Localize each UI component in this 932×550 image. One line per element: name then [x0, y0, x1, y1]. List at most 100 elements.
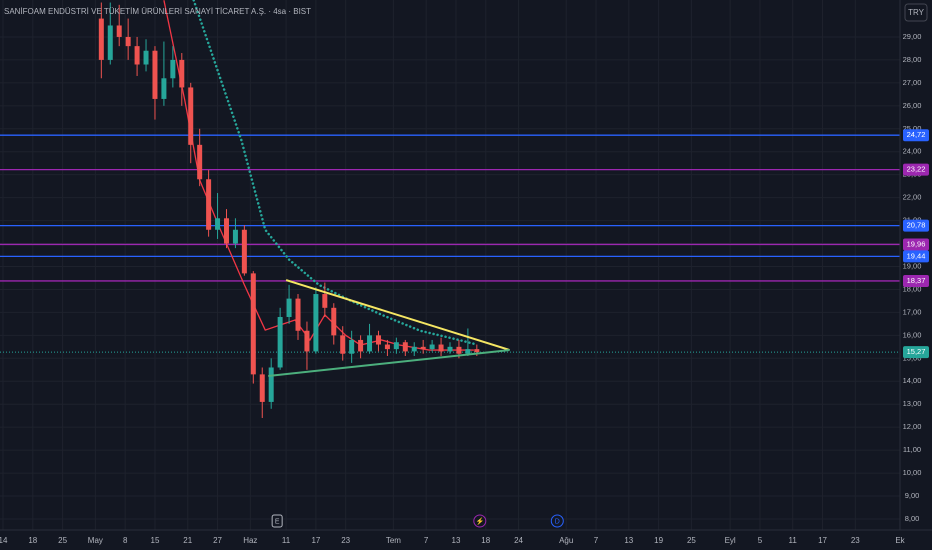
y-tick-label: 25,00 — [903, 124, 922, 133]
candle-body — [367, 335, 373, 352]
candle-body — [393, 342, 399, 350]
candle-body — [438, 344, 444, 352]
candle-body — [313, 294, 319, 352]
currency-button[interactable] — [904, 3, 928, 22]
level-label-box — [903, 250, 929, 263]
level-label-box — [903, 219, 929, 232]
x-tick-label: 23 — [851, 536, 860, 545]
x-tick-label: 19 — [654, 536, 663, 545]
y-tick-label: 28,00 — [903, 55, 922, 64]
candle-body — [304, 330, 310, 352]
event-marker — [550, 514, 564, 528]
event-marker — [473, 514, 487, 528]
x-tick-label: Ağu — [559, 536, 573, 545]
candle-body — [322, 294, 328, 308]
candle-body — [331, 307, 337, 336]
y-tick-label: 9,00 — [905, 491, 920, 500]
x-tick-label: 17 — [818, 536, 827, 545]
trendline — [285, 279, 510, 351]
x-tick-label: 25 — [687, 536, 696, 545]
level-label: 20,78 — [907, 221, 926, 230]
candle-body — [134, 46, 140, 65]
level-label: 24,72 — [907, 130, 926, 139]
event-marker — [271, 514, 283, 528]
x-tick-label: 15 — [151, 536, 160, 545]
candle-body — [465, 349, 471, 354]
y-tick-label: 8,00 — [905, 514, 920, 523]
candle-body — [411, 346, 417, 352]
candle-body — [98, 18, 104, 60]
candle-body — [241, 229, 247, 274]
y-tick-label: 13,00 — [903, 399, 922, 408]
level-label-box — [903, 129, 929, 142]
level-label-box — [903, 238, 929, 251]
candle-body — [277, 316, 283, 368]
x-tick-label: 14 — [0, 536, 8, 545]
x-tick-label: 17 — [311, 536, 320, 545]
candle-body — [447, 346, 453, 352]
x-tick-label: 18 — [481, 536, 490, 545]
level-label: 23,22 — [907, 165, 926, 174]
candle-body — [358, 339, 364, 352]
x-tick-label: 21 — [183, 536, 192, 545]
candle-body — [161, 78, 167, 99]
candle-body — [232, 229, 238, 244]
x-tick-label: 7 — [594, 536, 599, 545]
y-tick-label: 22,00 — [903, 193, 922, 202]
candle-body — [384, 344, 390, 350]
candle-body — [143, 50, 149, 65]
y-tick-label: 26,00 — [903, 101, 922, 110]
y-tick-label: 19,00 — [903, 261, 922, 270]
candle-body — [349, 339, 355, 354]
candle-body — [223, 218, 229, 244]
x-tick-label: 7 — [424, 536, 429, 545]
y-tick-label: 16,00 — [903, 330, 922, 339]
x-tick-label: 13 — [624, 536, 633, 545]
axes: 8,009,0010,0011,0012,0013,0014,0015,0016… — [0, 32, 929, 545]
candle-body — [295, 298, 301, 331]
candle-body — [456, 346, 462, 354]
candle-body — [259, 374, 265, 402]
x-tick-label: 11 — [789, 536, 798, 545]
x-tick-label: Haz — [243, 536, 257, 545]
candle-body — [286, 298, 292, 317]
y-tick-label: 29,00 — [903, 32, 922, 41]
x-tick-label: 23 — [341, 536, 350, 545]
candle-body — [197, 144, 203, 180]
currency-label[interactable]: TRY — [908, 8, 925, 17]
candle-body — [340, 335, 346, 354]
trendline — [268, 349, 510, 377]
x-tick-label: 18 — [28, 536, 37, 545]
candle-body — [107, 25, 113, 60]
x-tick-label: May — [88, 536, 103, 545]
y-tick-label: 14,00 — [903, 376, 922, 385]
y-tick-label: 17,00 — [903, 307, 922, 316]
last-price-box — [903, 346, 929, 359]
event-label: D — [555, 518, 560, 525]
x-tick-label: 8 — [123, 536, 128, 545]
candle-body — [206, 179, 212, 230]
candle-body — [250, 273, 256, 375]
x-tick-label: 25 — [58, 536, 67, 545]
y-tick-label: 11,00 — [903, 445, 921, 454]
candle-body — [402, 342, 408, 352]
event-label: E — [275, 518, 280, 525]
chart-title: SANİFOAM ENDÜSTRİ VE TÜKETİM ÜRÜNLERİ SA… — [4, 7, 311, 16]
candle-body — [125, 36, 131, 47]
y-tick-label: 27,00 — [903, 78, 922, 87]
candle-body — [152, 50, 158, 99]
plot — [98, 0, 510, 418]
level-label: 19,44 — [907, 251, 926, 260]
level-label: 19,96 — [907, 239, 926, 248]
candle-body — [170, 59, 176, 79]
y-tick-label: 18,00 — [903, 284, 922, 293]
candle-body — [179, 59, 185, 88]
candle-body — [116, 25, 122, 37]
x-tick-label: 27 — [213, 536, 222, 545]
level-label-box — [903, 274, 929, 287]
grid — [0, 0, 901, 530]
x-tick-label: Eyl — [725, 536, 736, 545]
y-tick-label: 12,00 — [903, 422, 922, 431]
